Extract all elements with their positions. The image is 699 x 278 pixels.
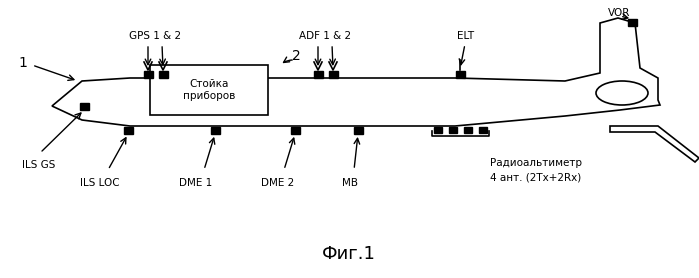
Text: 4 ант. (2Tx+2Rx): 4 ант. (2Tx+2Rx) bbox=[490, 172, 582, 182]
Bar bbox=[479, 127, 487, 133]
Text: Радиоальтиметр: Радиоальтиметр bbox=[490, 158, 582, 168]
Bar bbox=[354, 126, 363, 133]
FancyBboxPatch shape bbox=[150, 65, 268, 115]
Bar bbox=[80, 103, 89, 110]
Text: 2: 2 bbox=[292, 49, 301, 63]
Bar bbox=[159, 71, 168, 78]
Text: DME 1: DME 1 bbox=[180, 178, 212, 188]
Bar bbox=[456, 71, 465, 78]
Bar bbox=[124, 126, 133, 133]
Bar bbox=[434, 127, 442, 133]
Bar bbox=[210, 126, 219, 133]
Bar bbox=[291, 126, 299, 133]
Text: 1: 1 bbox=[18, 56, 27, 70]
Bar bbox=[628, 19, 637, 26]
Text: ILS LOC: ILS LOC bbox=[80, 178, 120, 188]
Text: GPS 1 & 2: GPS 1 & 2 bbox=[129, 31, 181, 41]
Bar bbox=[329, 71, 338, 78]
Text: ILS GS: ILS GS bbox=[22, 160, 55, 170]
Text: Фиг.1: Фиг.1 bbox=[322, 245, 376, 263]
Text: Стойка
приборов: Стойка приборов bbox=[183, 79, 235, 101]
Bar bbox=[464, 127, 472, 133]
Text: DME 2: DME 2 bbox=[261, 178, 294, 188]
Text: ADF 1 & 2: ADF 1 & 2 bbox=[299, 31, 351, 41]
Text: MB: MB bbox=[342, 178, 358, 188]
Bar bbox=[449, 127, 457, 133]
Polygon shape bbox=[610, 126, 699, 162]
Bar bbox=[143, 71, 152, 78]
Bar bbox=[313, 71, 322, 78]
Text: VOR: VOR bbox=[608, 8, 630, 18]
Polygon shape bbox=[52, 18, 660, 126]
Text: ELT: ELT bbox=[457, 31, 475, 41]
